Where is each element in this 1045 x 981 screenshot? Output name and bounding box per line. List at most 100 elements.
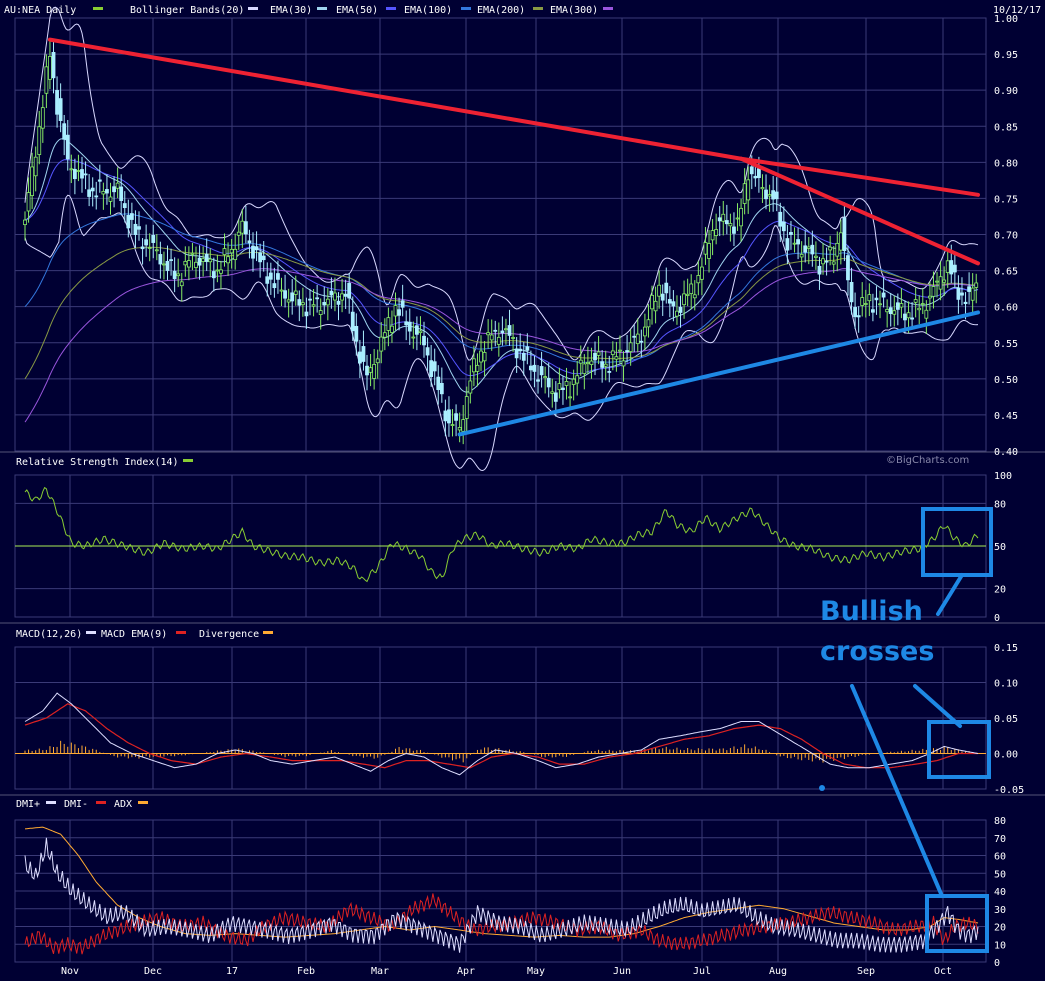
ema50-line [24, 159, 979, 376]
candle-body [137, 226, 141, 230]
candle-body [564, 381, 569, 386]
y-tick-label: 0 [994, 958, 1000, 969]
candle-body [108, 196, 113, 202]
candle-body [179, 281, 184, 287]
x-tick-label: Apr [457, 966, 475, 977]
candle-body [393, 305, 398, 317]
adx-title: ADX [114, 799, 132, 810]
x-tick-label: May [527, 966, 545, 977]
candle-body [650, 294, 654, 310]
candle-body [885, 309, 890, 313]
x-tick-label: Sep [857, 966, 875, 977]
candle-body [528, 365, 533, 371]
candle-body [639, 340, 644, 343]
candle-body [895, 302, 900, 310]
y-tick-label: 30 [994, 905, 1006, 916]
candle-body [696, 275, 701, 284]
candle-body [204, 253, 209, 262]
y-tick-label: 0.80 [994, 158, 1018, 169]
candle-body [721, 213, 726, 222]
candle-body [671, 301, 676, 307]
candle-body [300, 302, 305, 306]
candle-body [65, 134, 70, 160]
candle-body [372, 364, 377, 379]
candle-body [945, 260, 950, 273]
candle-body [511, 337, 515, 339]
candle-body [589, 360, 594, 365]
candle-body [251, 245, 255, 259]
candle-body [575, 375, 580, 384]
candle-body [457, 427, 462, 431]
candle-body [343, 293, 348, 297]
candle-body [967, 286, 971, 292]
candle-body [942, 279, 947, 283]
symbol-label: AU:NEA Daily [4, 5, 76, 16]
legend-ema50: EMA(50) [336, 5, 378, 16]
candle-body [311, 304, 316, 307]
candle-body [828, 246, 833, 251]
candle-body [578, 359, 583, 364]
candle-body [699, 266, 704, 280]
candle-body [831, 261, 836, 265]
candle-body [642, 326, 647, 337]
candle-body [646, 319, 651, 328]
candle-body [482, 352, 487, 362]
candle-body [682, 293, 686, 306]
candle-body [703, 242, 708, 255]
annotation-pointer-1 [913, 684, 962, 728]
candle-body [924, 309, 929, 319]
ema30-line [24, 138, 979, 393]
candle-body [536, 379, 540, 382]
candle-body [162, 263, 166, 266]
candle-body [222, 248, 227, 256]
candle-body [425, 347, 430, 356]
candle-body [717, 217, 722, 222]
candle-body [461, 419, 466, 432]
candle-body [23, 219, 27, 226]
candle-body [254, 246, 259, 251]
candle-body [871, 309, 875, 313]
y-tick-label: 60 [994, 852, 1006, 863]
candle-body [147, 247, 152, 249]
candle-body [753, 175, 758, 179]
candle-body [236, 231, 241, 236]
candle-body [792, 242, 797, 245]
candle-body [329, 290, 334, 296]
candle-body [824, 260, 829, 263]
candle-body [51, 51, 56, 79]
y-tick-label: 10 [994, 940, 1006, 951]
candle-body [735, 217, 740, 220]
dmi-minus-title: DMI- [64, 799, 88, 810]
candle-body [799, 253, 804, 258]
candle-body [105, 189, 109, 194]
x-tick-label: Nov [61, 966, 79, 977]
candle-body [379, 336, 384, 352]
candle-body [390, 325, 394, 333]
annotation-pointer-0 [936, 573, 964, 616]
candle-body [30, 166, 35, 196]
candle-body [126, 215, 131, 229]
y-tick-label: 40 [994, 887, 1006, 898]
candle-body [917, 307, 922, 311]
candle-body [87, 189, 92, 197]
candle-body [607, 371, 612, 373]
candle-body [418, 330, 423, 334]
candle-body [169, 259, 173, 262]
macd-title: MACD(12,26) [16, 629, 82, 640]
rsi-legend: Relative Strength Index(14) [16, 457, 193, 468]
dmi-legend: DMI+ DMI- ADX [16, 799, 148, 810]
candle-body [233, 248, 238, 261]
candle-body [507, 325, 512, 336]
annotation-dot [819, 785, 825, 791]
candle-body [514, 348, 519, 359]
candle-body [913, 299, 918, 303]
candle-body [247, 240, 252, 244]
candle-body [400, 300, 405, 308]
candle-body [660, 293, 665, 301]
candle-body [176, 273, 181, 277]
chart-date: 10/12/17 [993, 5, 1041, 16]
candle-body [361, 346, 366, 362]
candle-body [350, 311, 355, 332]
candle-body [407, 321, 412, 332]
candle-body [454, 413, 458, 421]
